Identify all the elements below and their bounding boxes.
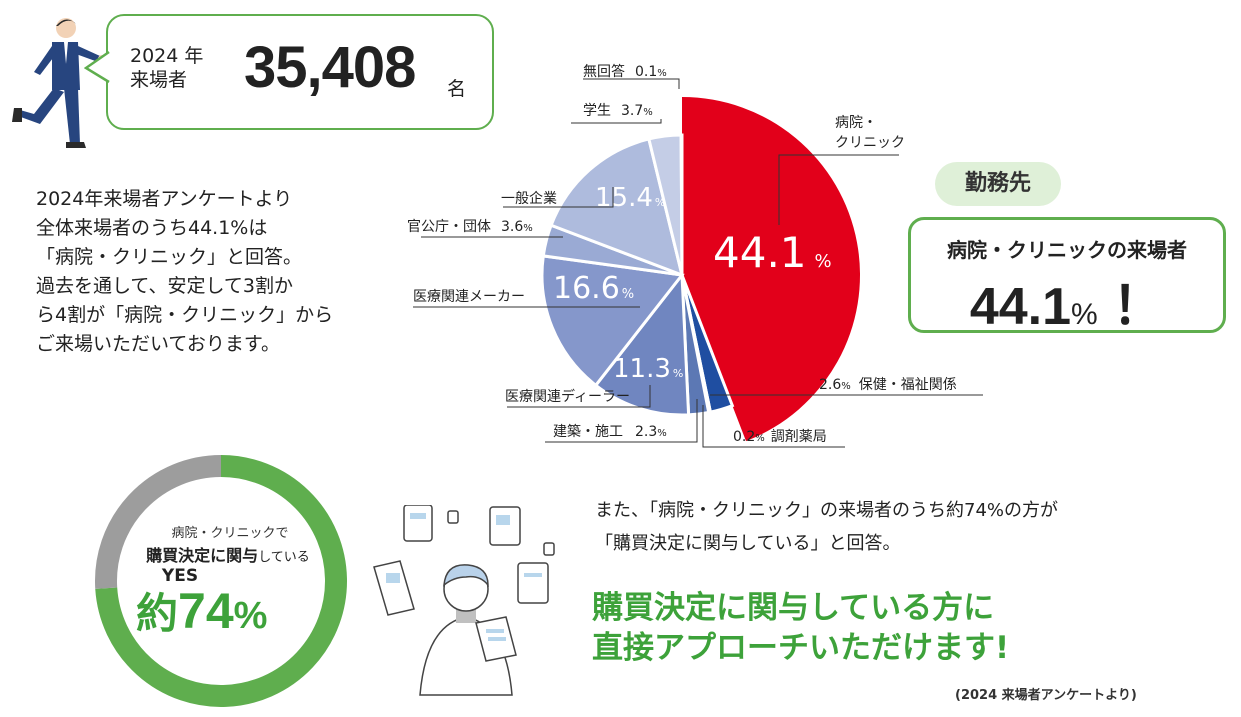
svg-text:15.4%: 15.4% [595, 183, 665, 213]
value-welfare: 2.6 [819, 377, 841, 393]
inside-pct-maker: % [622, 287, 634, 302]
svg-text:11.3%: 11.3% [613, 354, 683, 384]
inside-pct-company: % [655, 196, 665, 209]
purchase-line: また、「病院・クリニック」の来場者のうち約74%の方が [595, 500, 1059, 521]
result-unit: % [1071, 298, 1098, 331]
pct-pharmacy: % [755, 433, 765, 444]
label-company: 一般企業 [501, 190, 557, 207]
svg-text:44.1%: 44.1% [713, 228, 832, 277]
result-exclaim: ！ [1112, 278, 1165, 336]
label-construction: 建築・施工 [553, 424, 623, 440]
intro-paragraph: 2024年来場者アンケートより 全体来場者のうち44.1%は 「病院・クリニック… [36, 185, 336, 359]
pct-government: % [523, 223, 533, 234]
purchase-donut-chart [95, 455, 347, 707]
workplace-pill: 勤務先 [935, 162, 1061, 206]
pie-slice-10 [679, 133, 684, 276]
person-documents-illustration [373, 505, 555, 696]
pie-slice-6 [540, 254, 685, 388]
attendee-unit: 名 [447, 78, 467, 100]
donut-arcs [95, 455, 347, 707]
pie-slice-5 [593, 270, 691, 417]
value-government: 3.6 [501, 219, 523, 235]
pct-welfare: % [841, 381, 851, 392]
label-dealer: 医療関連ディーラー [505, 388, 630, 405]
bubble-tail [84, 50, 110, 84]
donut-percent: 約74% [136, 583, 268, 639]
donut-main-label: 購買決定に関与している [146, 546, 310, 565]
purchase-line: 「購買決定に関与している」と回答。 [595, 533, 901, 554]
donut-arc-2 [95, 455, 222, 589]
attendee-count: 35,408 [244, 35, 416, 100]
result-label: 病院・クリニックの来場者 [947, 238, 1187, 262]
value-noanswer: 0.1 [635, 64, 657, 80]
svg-text:2.6%保健・福祉関係: 2.6% 保健・福祉関係 [819, 377, 957, 393]
intro-line: ら4割が「病院・クリニック」から [36, 304, 334, 326]
highlight-line: 購買決定に関与している方に [592, 590, 995, 626]
intro-line: 「病院・クリニック」と回答。 [36, 246, 303, 268]
highlight-line: 直接アプローチいただけます! [592, 630, 1010, 666]
inside-pct-dealer: % [673, 367, 683, 380]
runner-illustration [12, 18, 106, 148]
inside-value-maker: 16.6 [553, 271, 620, 306]
callout-lines [413, 78, 983, 448]
inside-pct-hospital: % [815, 251, 832, 272]
pie-slice-1 [682, 97, 861, 442]
result-box: 病院・クリニックの来場者 44.1% ！ [908, 217, 1226, 336]
result-value: 44.1% ！ [969, 278, 1165, 336]
label-welfare: 保健・福祉関係 [859, 377, 957, 393]
value-pharmacy: 0.2 [733, 429, 755, 445]
inside-value-labels: 44.1% 16.6% 15.4% 11.3% [553, 183, 832, 384]
svg-text:建築・施工2.3%: 建築・施工 2.3% [553, 424, 667, 440]
label-government: 官公庁・団体 [407, 219, 491, 235]
attendee-bubble [106, 14, 494, 130]
label-noanswer: 無回答 [583, 63, 625, 80]
donut-arc-1 [95, 455, 347, 707]
svg-text:官公庁・団体3.6%: 官公庁・団体 3.6% [407, 219, 533, 235]
purchase-paragraph: また、「病院・クリニック」の来場者のうち約74%の方が 「購買決定に関与している… [595, 494, 1058, 560]
pct-noanswer: % [657, 68, 667, 79]
workplace-pie-chart: 病院・ クリニック 2.6% 保健・福祉関係 0.2% 調剤薬局 建築・施工 2.3%… [407, 63, 983, 448]
value-construction: 2.3 [635, 424, 657, 440]
inside-value-hospital: 44.1 [713, 228, 807, 277]
intro-line: 全体来場者のうち44.1%は [36, 217, 268, 239]
intro-line: 2024年来場者アンケートより [36, 188, 293, 210]
donut-yes: YES [161, 566, 199, 586]
inside-value-company: 15.4 [595, 183, 653, 213]
year-label: 2024 年 来場者 [130, 45, 204, 91]
label-pharmacy: 調剤薬局 [771, 429, 827, 445]
callout-labels: 病院・ クリニック 2.6% 保健・福祉関係 0.2% 調剤薬局 建築・施工 2.3%… [407, 63, 957, 445]
label-student: 学生 [583, 103, 611, 119]
pie-slice-8 [549, 137, 685, 278]
label-maker: 医療関連メーカー [413, 288, 525, 305]
intro-line: 過去を通して、安定して3割か [36, 275, 293, 297]
intro-line: ご来場いただいております。 [36, 333, 280, 355]
label-hospital-1: 病院・ [835, 115, 877, 131]
inside-value-dealer: 11.3 [613, 354, 671, 384]
svg-text:0.2%調剤薬局: 0.2% 調剤薬局 [733, 429, 827, 445]
pie-slices [540, 97, 861, 442]
label-hospital-2: クリニック [835, 135, 905, 151]
svg-text:学生3.7%: 学生 3.7% [583, 103, 653, 119]
purchase-highlight: 購買決定に関与している方に 直接アプローチいただけます! [592, 588, 1009, 668]
value-student: 3.7 [621, 103, 643, 119]
donut-subtitle: 病院・クリニックで [171, 526, 289, 541]
svg-text:16.6%: 16.6% [553, 271, 634, 306]
source-note: (2024 来場者アンケートより) [955, 688, 1137, 703]
pct-student: % [643, 107, 653, 118]
pct-construction: % [657, 428, 667, 439]
